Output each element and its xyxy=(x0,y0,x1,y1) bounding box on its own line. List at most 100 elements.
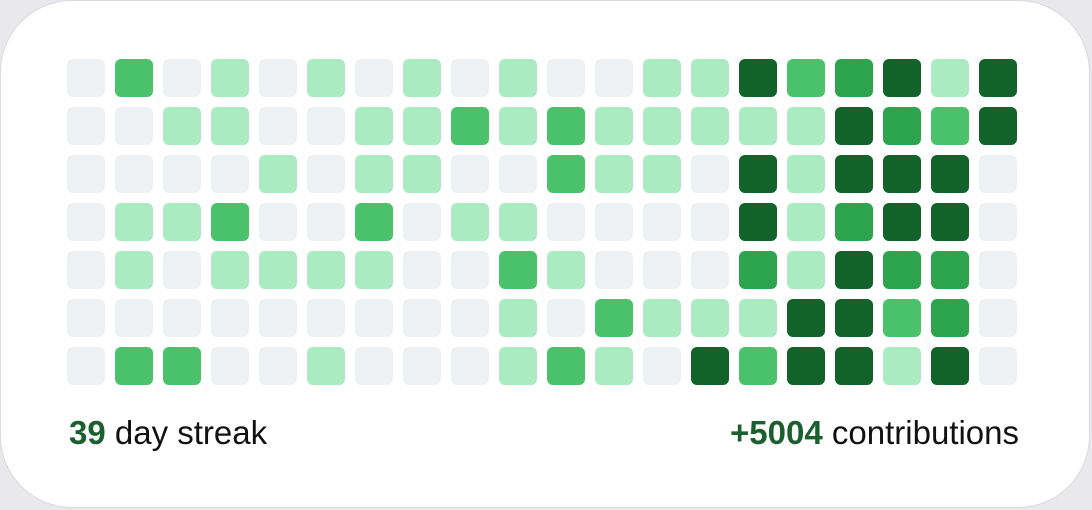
contribution-cell xyxy=(355,59,393,97)
contribution-cell xyxy=(691,155,729,193)
contribution-cell xyxy=(499,155,537,193)
contribution-cell xyxy=(355,347,393,385)
contribution-cell xyxy=(547,59,585,97)
contribution-cell xyxy=(259,155,297,193)
contributions-count: +5004 xyxy=(730,414,823,451)
contribution-cell xyxy=(403,251,441,289)
contribution-cell xyxy=(979,203,1017,241)
contribution-cell xyxy=(787,251,825,289)
contribution-cell xyxy=(595,347,633,385)
contribution-cell xyxy=(835,107,873,145)
contribution-cell xyxy=(307,59,345,97)
contribution-cell xyxy=(355,107,393,145)
contribution-cell xyxy=(499,107,537,145)
contribution-cell xyxy=(259,251,297,289)
contribution-cell xyxy=(691,203,729,241)
contribution-cell xyxy=(739,59,777,97)
contribution-cell xyxy=(307,203,345,241)
contribution-cell xyxy=(307,347,345,385)
contribution-cell xyxy=(691,251,729,289)
contribution-cell xyxy=(883,107,921,145)
contribution-cell xyxy=(979,299,1017,337)
contribution-cell xyxy=(931,155,969,193)
contribution-cell xyxy=(259,299,297,337)
contribution-cell xyxy=(643,59,681,97)
contribution-cell xyxy=(451,59,489,97)
contribution-cell xyxy=(835,59,873,97)
contribution-cell xyxy=(115,347,153,385)
contribution-cell xyxy=(691,299,729,337)
contribution-cell xyxy=(595,59,633,97)
contribution-cell xyxy=(835,347,873,385)
contribution-cell xyxy=(835,299,873,337)
contribution-cell xyxy=(67,347,105,385)
contribution-cell xyxy=(163,203,201,241)
contributions-label: contributions xyxy=(831,414,1019,451)
contribution-cell xyxy=(691,59,729,97)
contribution-cell xyxy=(931,59,969,97)
contribution-cell xyxy=(787,155,825,193)
contribution-cell xyxy=(739,251,777,289)
contribution-cell xyxy=(115,299,153,337)
contribution-cell xyxy=(211,107,249,145)
contribution-cell xyxy=(163,155,201,193)
contribution-cell xyxy=(547,299,585,337)
contribution-cell xyxy=(403,299,441,337)
contribution-cell xyxy=(451,347,489,385)
contribution-cell xyxy=(355,299,393,337)
contribution-cell xyxy=(67,155,105,193)
contribution-cell xyxy=(787,107,825,145)
contribution-cell xyxy=(883,347,921,385)
contribution-cell xyxy=(643,347,681,385)
contribution-cell xyxy=(979,59,1017,97)
contribution-cell xyxy=(211,203,249,241)
contribution-cell xyxy=(883,299,921,337)
contribution-cell xyxy=(115,59,153,97)
contribution-cell xyxy=(307,251,345,289)
contribution-cell xyxy=(979,251,1017,289)
contribution-cell xyxy=(163,299,201,337)
contribution-cell xyxy=(499,59,537,97)
contribution-cell xyxy=(643,155,681,193)
contribution-cell xyxy=(691,107,729,145)
contribution-cell xyxy=(835,155,873,193)
contribution-cell xyxy=(355,155,393,193)
contribution-cell xyxy=(211,59,249,97)
contribution-cell xyxy=(547,251,585,289)
contribution-cell xyxy=(787,59,825,97)
contribution-cell xyxy=(739,347,777,385)
contribution-cell xyxy=(211,299,249,337)
contribution-cell xyxy=(883,203,921,241)
contribution-cell xyxy=(451,155,489,193)
contribution-cell xyxy=(211,155,249,193)
contribution-cell xyxy=(547,347,585,385)
contribution-cell xyxy=(67,299,105,337)
contribution-cell xyxy=(931,251,969,289)
contribution-cell xyxy=(979,347,1017,385)
contribution-cell xyxy=(739,203,777,241)
contribution-cell xyxy=(547,203,585,241)
contribution-cell xyxy=(499,347,537,385)
contribution-cell xyxy=(451,203,489,241)
contribution-cell xyxy=(355,251,393,289)
contribution-cell xyxy=(595,251,633,289)
contribution-cell xyxy=(883,251,921,289)
contribution-cell xyxy=(739,299,777,337)
contribution-cell xyxy=(547,107,585,145)
contribution-cell xyxy=(259,107,297,145)
contribution-cell xyxy=(115,155,153,193)
contribution-cell xyxy=(787,203,825,241)
contribution-cell xyxy=(595,107,633,145)
contributions-summary: +5004 contributions xyxy=(730,411,1019,455)
contribution-cell xyxy=(931,299,969,337)
contribution-cell xyxy=(355,203,393,241)
streak-count: 39 xyxy=(69,414,106,451)
contribution-cell xyxy=(883,59,921,97)
contribution-cell xyxy=(931,347,969,385)
contribution-cell xyxy=(403,59,441,97)
contribution-cell xyxy=(883,155,921,193)
contribution-cell xyxy=(643,203,681,241)
contribution-cell xyxy=(595,203,633,241)
contribution-cell xyxy=(307,155,345,193)
